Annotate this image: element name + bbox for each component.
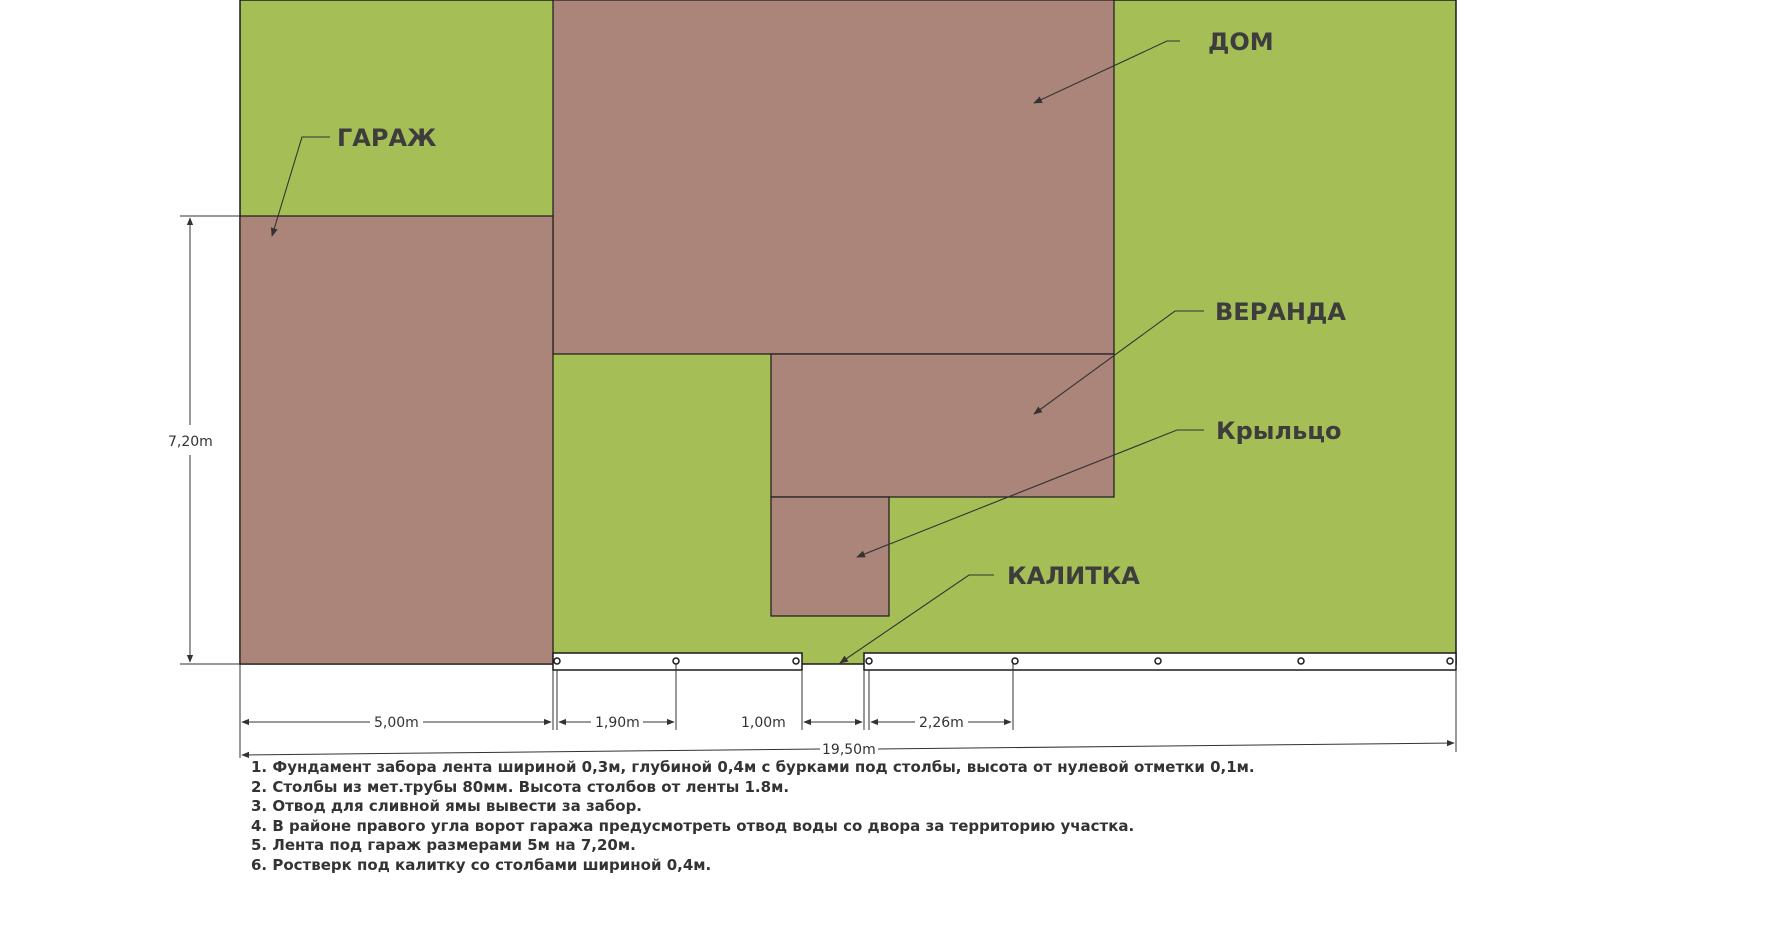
veranda-block xyxy=(770,353,1115,498)
note-item: 4. В районе правого угла ворот гаража пр… xyxy=(251,816,1135,835)
house-block xyxy=(552,0,1115,355)
fence-post xyxy=(553,657,561,665)
dim-text-height: 7,20m xyxy=(168,434,213,450)
label-dom: ДОМ xyxy=(1208,28,1274,56)
note-item: 3. Отвод для сливной ямы вывести за забо… xyxy=(251,797,643,816)
fence-post xyxy=(1297,657,1305,665)
leader-garazh xyxy=(270,136,330,237)
fence-post xyxy=(1011,657,1019,665)
leader-dom xyxy=(1033,40,1180,104)
garage-block xyxy=(239,215,554,665)
fence-posts xyxy=(553,657,1454,665)
fence-post xyxy=(672,657,680,665)
note-item: 1. Фундамент забора лента шириной 0,3м, … xyxy=(251,758,1255,776)
fence-post xyxy=(865,657,873,665)
label-kalitka: КАЛИТКА xyxy=(1007,562,1140,590)
notes-list: 1. Фундамент забора лента шириной 0,3м, … xyxy=(251,758,1255,876)
dim-text-garage-width: 5,00m xyxy=(374,715,419,731)
note-item: 6. Ростверк под калитку со столбами шири… xyxy=(251,855,712,874)
dim-text-2-26: 2,26m xyxy=(919,715,964,731)
leader-kryltso xyxy=(856,429,1204,558)
dim-text-total: 19,50m xyxy=(822,742,876,758)
label-garazh: ГАРАЖ xyxy=(337,124,437,152)
label-kryltso: Крыльцо xyxy=(1216,417,1342,445)
dim-text-1-90: 1,90m xyxy=(595,715,640,731)
label-veranda: ВЕРАНДА xyxy=(1215,298,1346,326)
note-item: 2. Столбы из мет.трубы 80мм. Высота стол… xyxy=(251,777,790,796)
dim-text-gate: 1,00m xyxy=(741,715,786,731)
dim-line-total-right xyxy=(877,739,1455,750)
dim-line-total-left xyxy=(241,748,821,759)
porch-block xyxy=(770,496,890,617)
note-item: 5. Лента под гараж размерами 5м на 7,20м… xyxy=(251,836,636,855)
fence-post xyxy=(1154,657,1162,665)
leader-veranda xyxy=(1033,310,1204,415)
fence-post xyxy=(1446,657,1454,665)
leader-kalitka xyxy=(839,574,994,664)
fence-post xyxy=(792,657,800,665)
